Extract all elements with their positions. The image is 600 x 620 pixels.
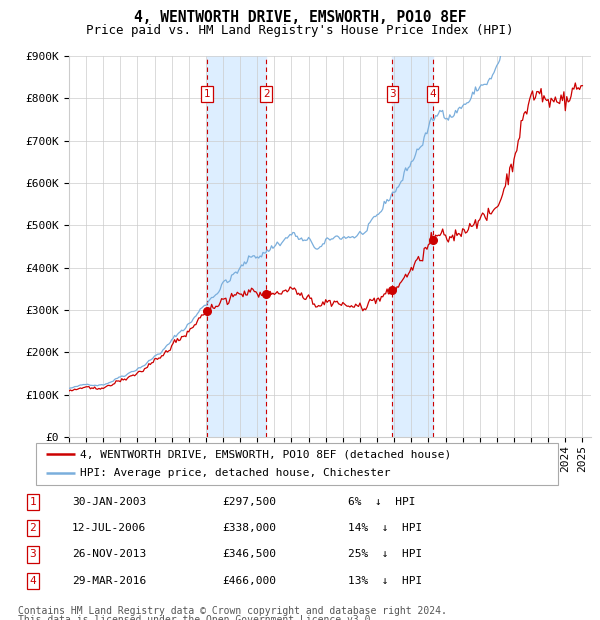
Text: 12-JUL-2006: 12-JUL-2006 [72,523,146,533]
Text: 6%  ↓  HPI: 6% ↓ HPI [348,497,415,507]
Bar [392,56,433,437]
Text: 3: 3 [29,549,37,559]
Text: 2: 2 [29,523,37,533]
Text: 1: 1 [204,89,211,99]
Bar [207,56,266,437]
Text: Contains HM Land Registry data © Crown copyright and database right 2024.: Contains HM Land Registry data © Crown c… [18,606,447,616]
Text: 4, WENTWORTH DRIVE, EMSWORTH, PO10 8EF: 4, WENTWORTH DRIVE, EMSWORTH, PO10 8EF [134,10,466,25]
Text: Price paid vs. HM Land Registry's House Price Index (HPI): Price paid vs. HM Land Registry's House … [86,24,514,37]
Text: £346,500: £346,500 [222,549,276,559]
Text: 14%  ↓  HPI: 14% ↓ HPI [348,523,422,533]
Text: 1: 1 [29,497,37,507]
Text: 4: 4 [29,576,37,586]
Text: 3: 3 [389,89,396,99]
Text: This data is licensed under the Open Government Licence v3.0.: This data is licensed under the Open Gov… [18,615,376,620]
Text: 29-MAR-2016: 29-MAR-2016 [72,576,146,586]
Text: 30-JAN-2003: 30-JAN-2003 [72,497,146,507]
Text: £297,500: £297,500 [222,497,276,507]
Text: 25%  ↓  HPI: 25% ↓ HPI [348,549,422,559]
Text: 26-NOV-2013: 26-NOV-2013 [72,549,146,559]
Text: £466,000: £466,000 [222,576,276,586]
Text: HPI: Average price, detached house, Chichester: HPI: Average price, detached house, Chic… [80,469,391,479]
Text: £338,000: £338,000 [222,523,276,533]
FancyBboxPatch shape [36,443,558,485]
Text: 13%  ↓  HPI: 13% ↓ HPI [348,576,422,586]
Text: 4, WENTWORTH DRIVE, EMSWORTH, PO10 8EF (detached house): 4, WENTWORTH DRIVE, EMSWORTH, PO10 8EF (… [80,449,452,459]
Text: 2: 2 [263,89,269,99]
Text: 4: 4 [429,89,436,99]
